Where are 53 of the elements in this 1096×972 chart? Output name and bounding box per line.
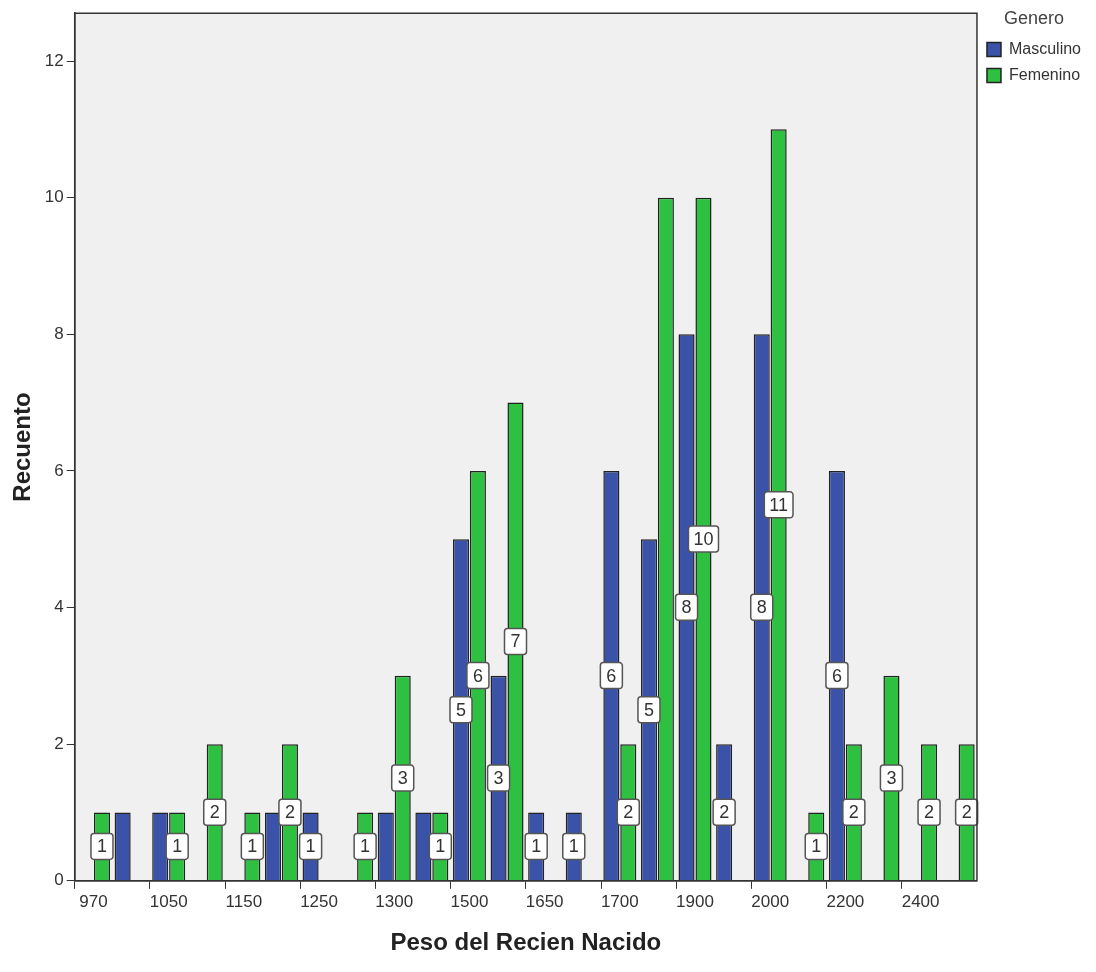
data-label: 1 bbox=[172, 836, 183, 857]
x-tick-label: 1300 bbox=[375, 891, 414, 911]
data-label: 8 bbox=[681, 597, 692, 618]
x-tick-label: 1700 bbox=[600, 891, 639, 911]
data-label: 3 bbox=[397, 768, 408, 789]
x-tick-label: 2200 bbox=[826, 891, 865, 911]
data-label: 1 bbox=[811, 836, 822, 857]
x-tick-label: 2000 bbox=[751, 891, 790, 911]
y-tick-label: 10 bbox=[44, 187, 64, 207]
data-label: 1 bbox=[305, 836, 316, 857]
x-tick-label: 2400 bbox=[901, 891, 940, 911]
data-label: 5 bbox=[643, 699, 654, 720]
y-tick-label: 0 bbox=[54, 870, 64, 890]
x-tick-label: 970 bbox=[79, 891, 108, 911]
y-tick-label: 4 bbox=[54, 597, 64, 617]
data-label: 2 bbox=[924, 802, 935, 823]
data-label: 2 bbox=[209, 802, 220, 823]
legend-label: Femenino bbox=[1008, 66, 1081, 84]
y-tick-label: 12 bbox=[44, 50, 64, 70]
data-label: 2 bbox=[961, 802, 972, 823]
data-label: 1 bbox=[568, 836, 579, 857]
y-tick-label: 8 bbox=[54, 323, 64, 343]
data-label: 7 bbox=[510, 631, 521, 652]
data-label: 2 bbox=[848, 802, 859, 823]
data-label: 2 bbox=[719, 802, 730, 823]
data-label: 1 bbox=[360, 836, 371, 857]
data-label: 2 bbox=[284, 802, 295, 823]
x-tick-label: 1500 bbox=[450, 891, 489, 911]
y-tick-label: 6 bbox=[54, 460, 64, 480]
data-label: 5 bbox=[455, 699, 466, 720]
legend-title: Genero bbox=[1003, 7, 1065, 28]
y-axis-title: Recuento bbox=[8, 392, 36, 502]
data-label: 1 bbox=[96, 836, 107, 857]
x-tick-label: 1050 bbox=[149, 891, 188, 911]
data-label: 8 bbox=[756, 597, 767, 618]
data-label: 11 bbox=[769, 494, 788, 515]
x-tick-label: 1250 bbox=[300, 891, 338, 911]
data-label: 3 bbox=[886, 768, 897, 789]
data-label: 6 bbox=[606, 665, 617, 686]
x-axis-title: Peso del Recien Nacido bbox=[390, 928, 662, 956]
data-label: 6 bbox=[472, 665, 483, 686]
y-tick-label: 2 bbox=[54, 733, 64, 753]
data-label: 6 bbox=[831, 665, 842, 686]
data-label: 1 bbox=[435, 836, 446, 857]
x-tick-label: 1900 bbox=[676, 891, 714, 911]
data-label: 10 bbox=[693, 528, 714, 549]
data-label: 3 bbox=[493, 768, 504, 789]
x-tick-label: 1650 bbox=[525, 891, 564, 911]
legend-label: Masculino bbox=[1008, 40, 1082, 58]
data-label: 1 bbox=[247, 836, 258, 857]
x-tick-label: 1150 bbox=[225, 891, 263, 911]
data-label: 1 bbox=[531, 836, 542, 857]
data-label: 2 bbox=[623, 802, 634, 823]
